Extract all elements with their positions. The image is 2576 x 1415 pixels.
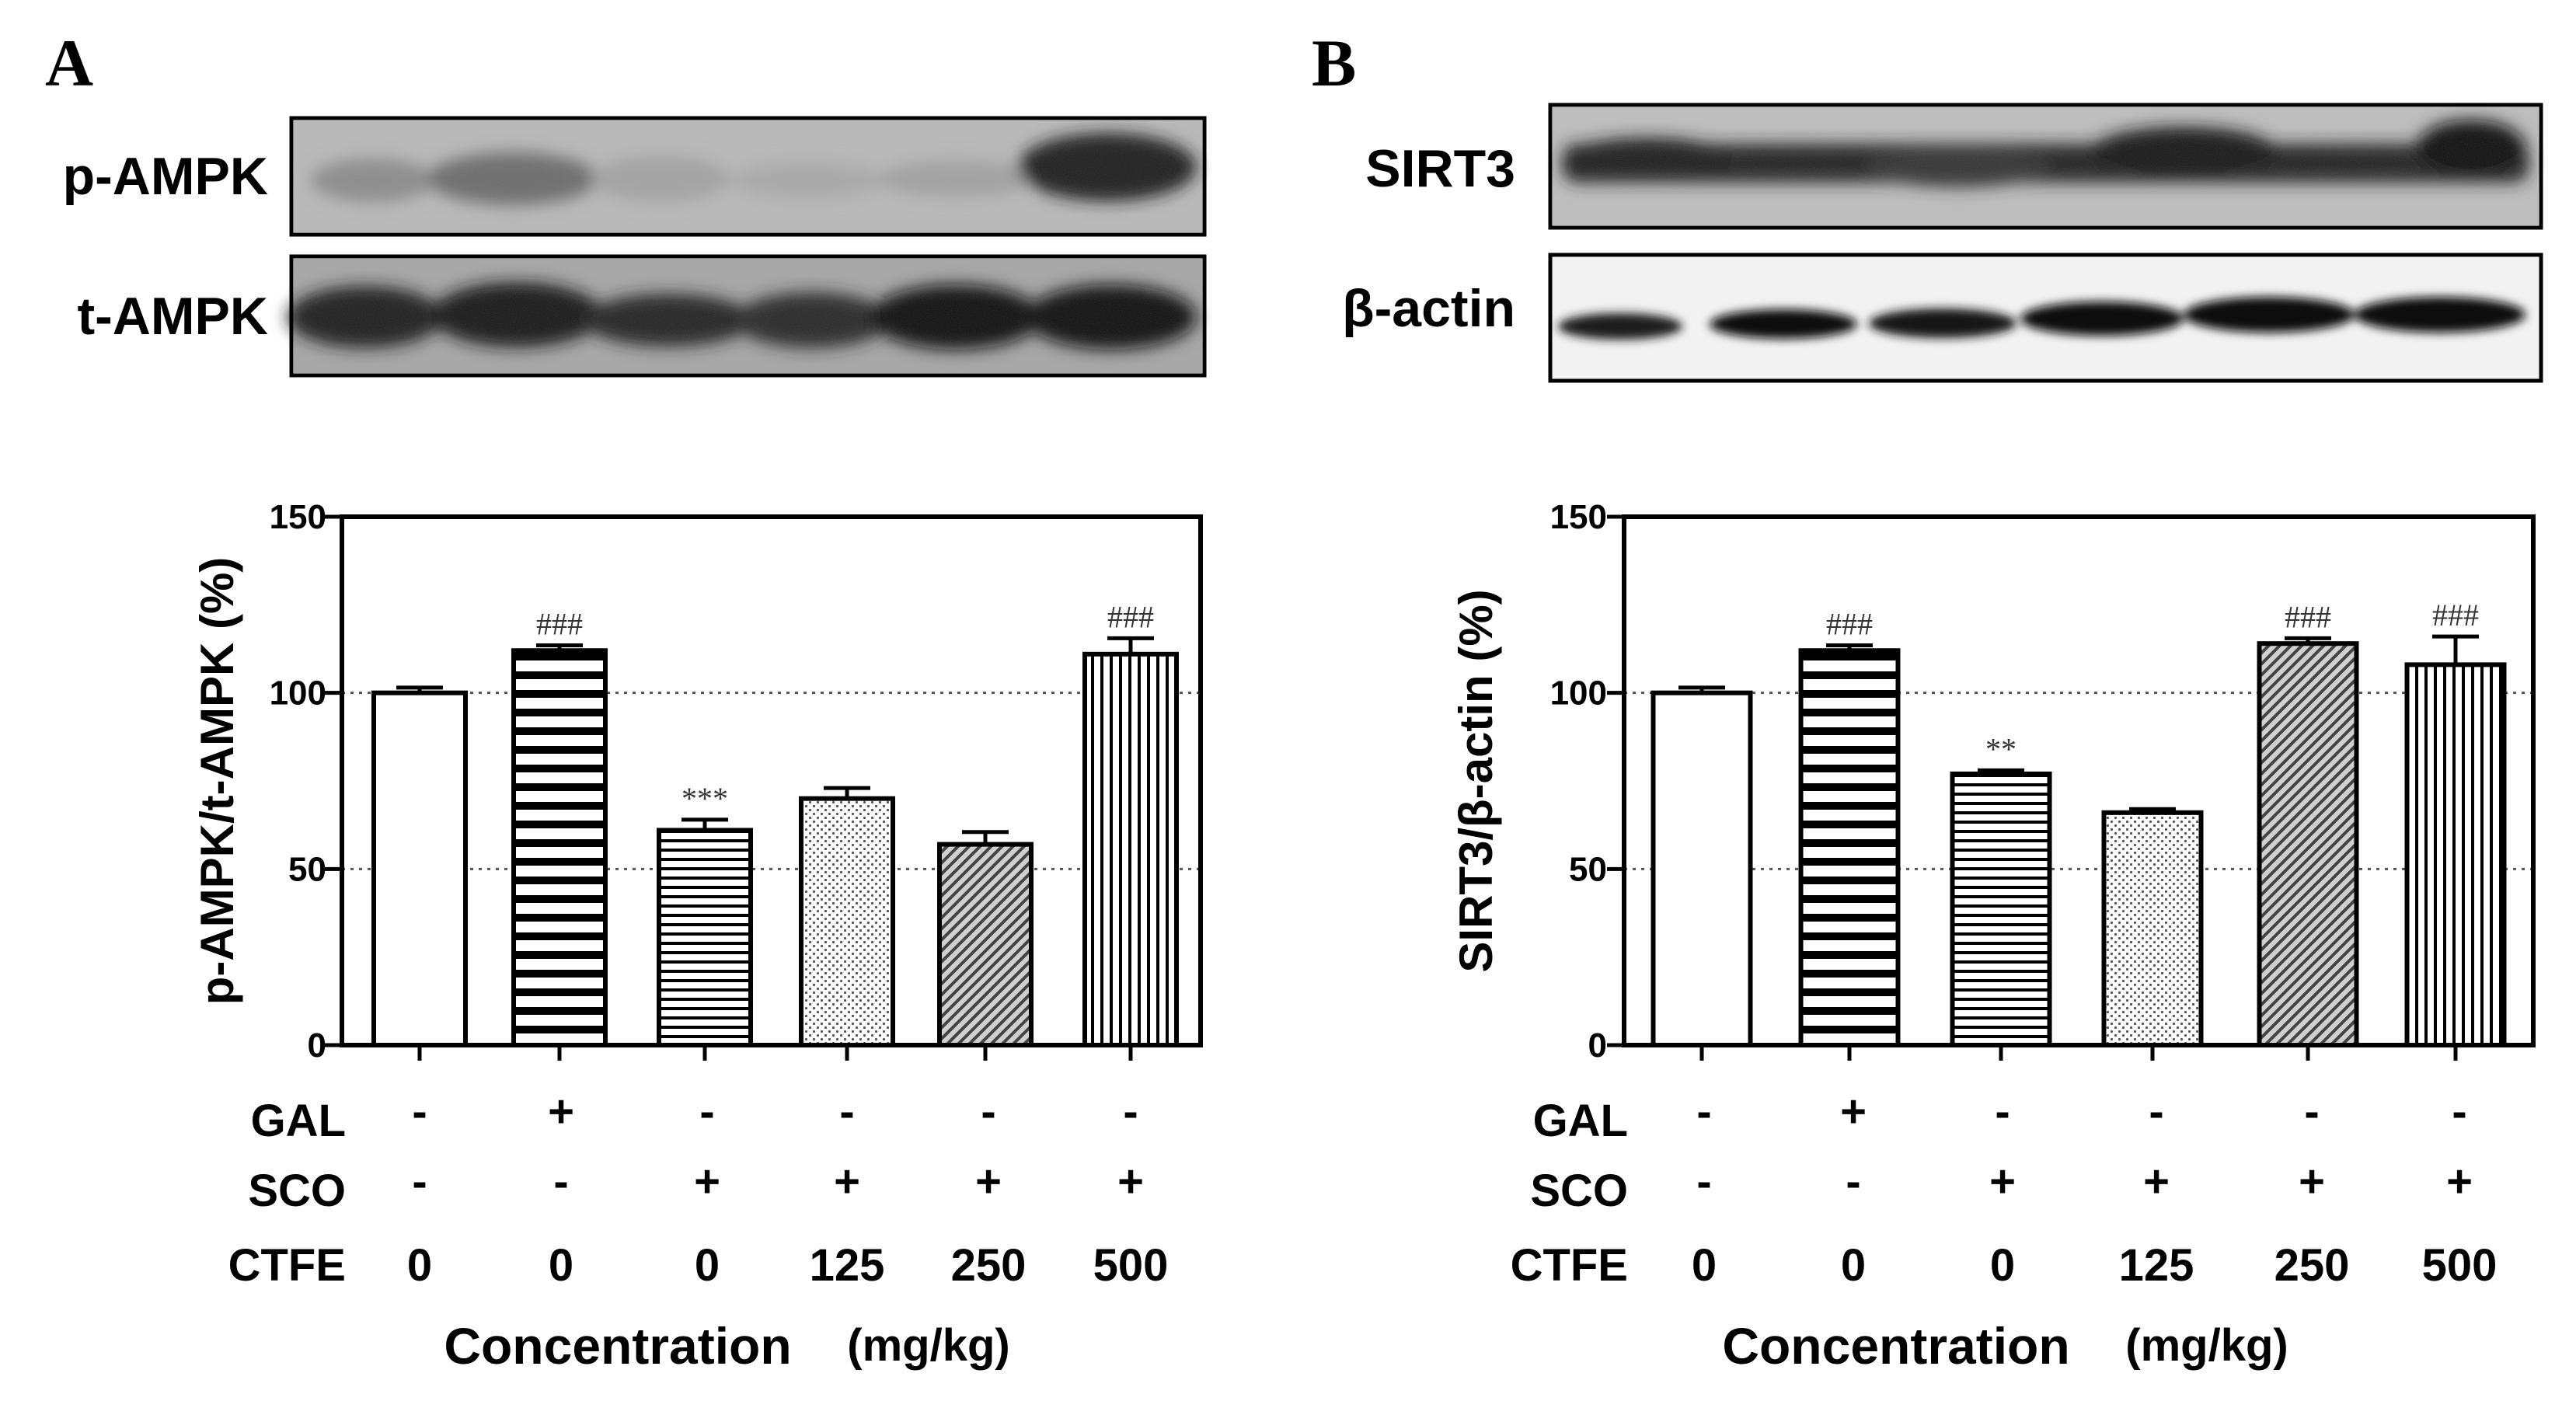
bar — [1798, 648, 1901, 1047]
condition-value: - — [2304, 1086, 2319, 1137]
significance-label: ### — [2285, 599, 2331, 634]
y-tick-label: 50 — [288, 850, 326, 888]
condition-label: SCO — [1530, 1166, 1628, 1216]
condition-value: 0 — [1990, 1240, 2015, 1291]
y-tick-label: 0 — [308, 1026, 326, 1065]
bar — [2404, 662, 2507, 1048]
blot-sirt3 — [1548, 103, 2543, 230]
condition-value: - — [1696, 1156, 1711, 1207]
y-tick-label: 50 — [1569, 850, 1607, 888]
condition-value: + — [1117, 1156, 1144, 1207]
plot-frame — [340, 514, 1203, 1047]
condition-value: - — [839, 1086, 854, 1137]
bar — [2101, 810, 2204, 1048]
condition-value: + — [975, 1156, 1002, 1207]
x-axis-label: Concentration — [1722, 1317, 2069, 1375]
condition-value: 0 — [1692, 1240, 1717, 1291]
condition-label: CTFE — [228, 1240, 346, 1291]
blot-t-ampk — [288, 254, 1207, 378]
condition-value: + — [2299, 1156, 2325, 1207]
bar — [1651, 690, 1753, 1048]
condition-value: + — [1989, 1156, 2016, 1207]
condition-value: 500 — [1093, 1240, 1169, 1291]
blot-label-t-ampk: t-AMPK — [77, 287, 268, 346]
condition-value: + — [548, 1086, 574, 1137]
condition-value: - — [981, 1086, 995, 1137]
condition-value: - — [412, 1156, 427, 1207]
condition-value: 0 — [695, 1240, 720, 1291]
x-axis-unit: (mg/kg) — [2125, 1320, 2288, 1371]
blot-label-beta-actin: β-actin — [1342, 279, 1515, 338]
condition-value: 0 — [407, 1240, 432, 1291]
condition-value: - — [699, 1086, 714, 1137]
significance-label: ### — [536, 606, 583, 641]
condition-value: - — [1995, 1086, 2010, 1137]
significance-label: *** — [681, 781, 728, 816]
x-axis-label: Concentration — [444, 1317, 791, 1375]
y-tick-label: 150 — [270, 498, 326, 536]
bar — [937, 842, 1034, 1047]
x-axis-unit: (mg/kg) — [847, 1320, 1009, 1371]
condition-value: 250 — [951, 1240, 1027, 1291]
condition-value: 250 — [2274, 1240, 2350, 1291]
condition-value: 125 — [810, 1240, 885, 1291]
condition-value: - — [553, 1156, 568, 1207]
panel-letter-b: B — [1312, 26, 1356, 100]
condition-value: + — [1840, 1086, 1867, 1137]
panel-letter-a: A — [45, 26, 93, 100]
condition-value: - — [1123, 1086, 1138, 1137]
blot-p-ampk — [289, 116, 1207, 237]
condition-value: 125 — [2119, 1240, 2194, 1291]
condition-value: 0 — [549, 1240, 573, 1291]
chart-b: ### ** ### ### 0 50 100 150 SIRT3/β-actin (%) GAL… — [1450, 498, 2536, 1375]
bar — [1082, 651, 1179, 1047]
condition-value: - — [2149, 1086, 2163, 1137]
bar — [511, 648, 608, 1047]
significance-label: ### — [2432, 598, 2479, 633]
condition-value: + — [694, 1156, 720, 1207]
bar — [657, 828, 753, 1047]
condition-label: SCO — [248, 1166, 346, 1216]
blot-beta-actin — [1548, 253, 2543, 383]
condition-value: - — [2452, 1086, 2466, 1137]
y-tick-label: 150 — [1550, 498, 1607, 536]
y-axis-label: SIRT3/β-actin (%) — [1450, 589, 1502, 972]
significance-label: ** — [1985, 731, 2017, 766]
plot-frame — [1622, 514, 2536, 1047]
bar — [799, 796, 895, 1047]
blot-label-sirt3: SIRT3 — [1365, 139, 1515, 198]
condition-value: + — [834, 1156, 860, 1207]
condition-value: - — [412, 1086, 427, 1137]
condition-value: + — [2143, 1156, 2170, 1207]
condition-value: - — [1846, 1156, 1860, 1207]
bar — [371, 690, 468, 1048]
condition-value: 500 — [2422, 1240, 2498, 1291]
bar — [2257, 641, 2359, 1047]
significance-label: ### — [1826, 606, 1873, 641]
y-axis-label: p-AMPK/t-AMPK (%) — [191, 557, 243, 1005]
condition-value: - — [1696, 1086, 1711, 1137]
blot-label-p-ampk: p-AMPK — [63, 147, 268, 206]
bar — [1950, 771, 2052, 1048]
y-tick-label: 0 — [1588, 1026, 1607, 1065]
y-tick-label: 100 — [1550, 674, 1607, 713]
condition-label: GAL — [251, 1096, 346, 1146]
chart-a: ### *** ### 0 50 100 150 p-AMPK/t-AMPK (%) GAL - +… — [191, 498, 1203, 1375]
y-tick-label: 100 — [270, 674, 326, 713]
condition-value: 0 — [1841, 1240, 1866, 1291]
condition-label: CTFE — [1511, 1240, 1628, 1291]
condition-value: + — [2446, 1156, 2473, 1207]
significance-label: ### — [1107, 599, 1154, 634]
condition-label: GAL — [1533, 1096, 1628, 1146]
